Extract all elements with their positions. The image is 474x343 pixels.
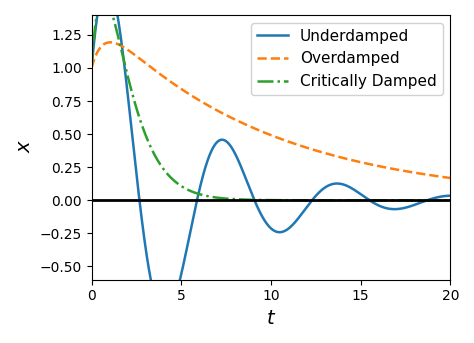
Legend: Underdamped, Overdamped, Critically Damped: Underdamped, Overdamped, Critically Damp… — [251, 23, 443, 95]
Critically Damped — [89, 66, 94, 70]
Overdamped — [447, 176, 453, 180]
X-axis label: t: t — [267, 309, 275, 328]
Critically Damped — [254, 198, 259, 202]
Underdamped — [254, 203, 260, 208]
Critically Damped — [437, 198, 443, 202]
Overdamped — [437, 175, 443, 179]
Overdamped — [371, 163, 377, 167]
Overdamped — [89, 66, 94, 70]
Critically Damped — [107, 5, 113, 9]
Underdamped — [264, 221, 269, 225]
Line: Underdamped: Underdamped — [91, 0, 450, 315]
Critically Damped — [437, 198, 443, 202]
Underdamped — [437, 195, 443, 199]
Overdamped — [263, 131, 269, 135]
Overdamped — [107, 40, 113, 44]
Critically Damped — [447, 198, 453, 202]
Underdamped — [447, 193, 453, 198]
Critically Damped — [263, 198, 269, 202]
Overdamped — [437, 175, 443, 179]
Critically Damped — [371, 198, 377, 202]
Y-axis label: x: x — [15, 142, 34, 153]
Underdamped — [438, 195, 443, 199]
Line: Overdamped: Overdamped — [91, 42, 450, 178]
Overdamped — [254, 127, 259, 131]
Line: Critically Damped: Critically Damped — [91, 0, 450, 200]
Underdamped — [89, 66, 94, 70]
Underdamped — [372, 201, 377, 205]
Overdamped — [107, 40, 113, 44]
Underdamped — [162, 313, 167, 317]
